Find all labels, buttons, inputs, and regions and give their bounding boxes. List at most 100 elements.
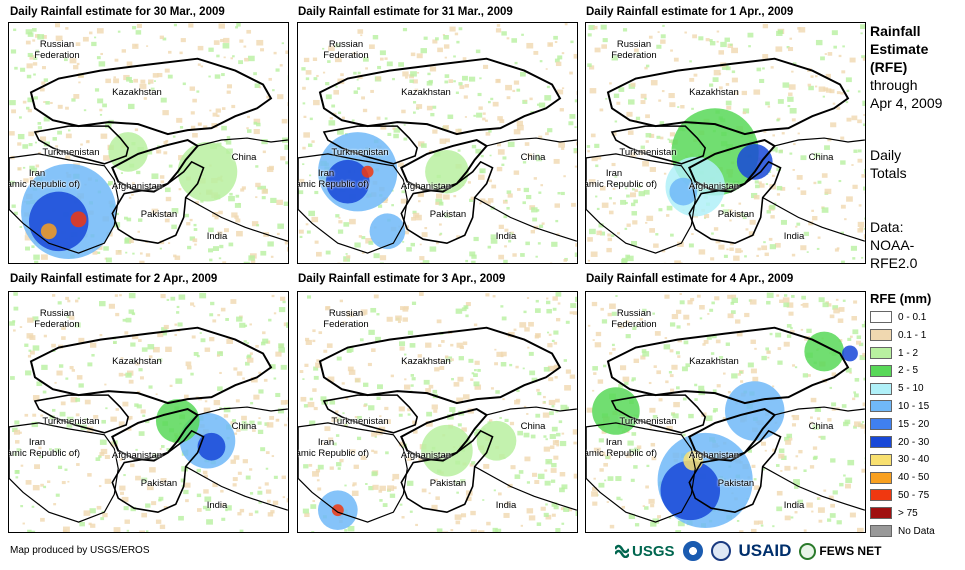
rain-pixel: [359, 338, 364, 342]
rain-pixel: [634, 447, 640, 453]
rain-pixel: [485, 119, 488, 122]
rain-pixel: [336, 462, 342, 467]
rain-pixel: [213, 40, 220, 45]
rain-pixel: [456, 491, 459, 494]
rain-pixel: [518, 470, 524, 474]
rain-pixel: [178, 294, 186, 300]
rain-pixel: [178, 515, 184, 521]
rain-pixel: [845, 367, 852, 373]
rain-pixel: [768, 237, 773, 241]
rain-pixel: [17, 142, 22, 146]
rain-pixel: [305, 70, 312, 75]
rain-pixel: [545, 438, 548, 441]
rain-pixel: [236, 230, 243, 237]
rain-pixel: [315, 468, 321, 473]
rain-pixel: [412, 429, 418, 434]
rain-pixel: [776, 193, 781, 196]
rain-pixel: [547, 128, 553, 133]
rain-pixel: [253, 394, 260, 400]
rain-pixel: [610, 234, 615, 237]
rain-pixel: [645, 114, 650, 119]
rain-pixel: [686, 322, 691, 326]
rain-pixel: [524, 99, 527, 102]
rain-pixel: [200, 338, 206, 343]
rain-pixel: [748, 231, 755, 236]
rain-pixel: [474, 384, 482, 390]
rain-pixel: [496, 166, 503, 172]
rain-pixel: [343, 256, 351, 262]
rain-pixel: [226, 148, 233, 154]
rain-pixel: [228, 195, 235, 202]
rain-pixel: [853, 425, 857, 429]
rain-pixel: [461, 427, 467, 432]
rain-pixel: [405, 76, 408, 79]
rain-pixel: [382, 503, 388, 508]
rain-pixel: [757, 247, 761, 251]
rain-pixel: [77, 73, 84, 78]
rain-pixel: [213, 400, 221, 406]
rain-area: [421, 424, 473, 477]
rain-pixel: [655, 233, 659, 236]
rain-pixel: [628, 99, 635, 105]
rain-pixel: [561, 522, 565, 525]
rain-pixel: [526, 42, 534, 49]
rain-pixel: [624, 320, 630, 325]
rain-pixel: [756, 254, 759, 257]
legend-label: 10 - 15: [898, 401, 930, 412]
rain-pixel: [656, 44, 662, 49]
rain-pixel: [314, 240, 319, 244]
rain-pixel: [601, 44, 607, 49]
rain-pixel: [829, 513, 836, 518]
rain-pixel: [756, 67, 762, 72]
rain-pixel: [809, 465, 815, 469]
rain-pixel: [800, 155, 807, 161]
rain-pixel: [592, 366, 598, 371]
rain-pixel: [658, 99, 662, 102]
rain-pixel: [285, 399, 288, 405]
rain-pixel: [521, 33, 524, 36]
rain-pixel: [849, 335, 853, 338]
rain-pixel: [637, 184, 642, 188]
rain-pixel: [328, 120, 336, 126]
rain-pixel: [30, 167, 38, 173]
rain-pixel: [836, 91, 841, 95]
rain-pixel: [652, 414, 658, 419]
rain-pixel: [676, 309, 682, 314]
country-label-iran: Iran (Islamic Republic of): [585, 168, 658, 190]
rain-pixel: [167, 74, 173, 79]
rain-pixel: [646, 464, 650, 468]
rain-pixel: [372, 35, 379, 40]
rain-pixel: [730, 310, 736, 315]
rain-pixel: [726, 105, 732, 110]
rain-pixel: [431, 504, 438, 510]
rain-pixel: [861, 468, 865, 473]
rain-pixel: [411, 216, 416, 221]
rain-pixel: [420, 262, 424, 263]
legend-swatch: [870, 524, 892, 537]
rain-pixel: [522, 367, 525, 370]
rain-pixel: [791, 414, 795, 418]
rain-pixel: [200, 199, 204, 203]
rain-pixel: [238, 60, 244, 65]
rain-pixel: [402, 27, 408, 32]
rain-pixel: [221, 107, 226, 110]
rain-pixel: [446, 212, 451, 216]
rain-pixel: [741, 90, 748, 96]
rain-pixel: [851, 164, 854, 166]
rain-pixel: [85, 140, 90, 144]
rain-pixel: [179, 51, 183, 55]
rain-pixel: [212, 112, 218, 117]
rain-pixel: [313, 375, 319, 380]
rain-pixel: [220, 38, 225, 43]
rain-pixel: [712, 77, 719, 83]
rain-pixel: [139, 376, 144, 380]
rain-pixel: [845, 101, 849, 104]
rain-pixel: [600, 307, 604, 311]
rain-pixel: [557, 55, 563, 60]
rain-pixel: [641, 349, 647, 353]
rain-pixel: [54, 381, 57, 384]
rain-pixel: [9, 131, 15, 136]
rain-pixel: [226, 136, 231, 139]
rain-pixel: [429, 246, 437, 252]
rain-pixel: [322, 47, 325, 50]
